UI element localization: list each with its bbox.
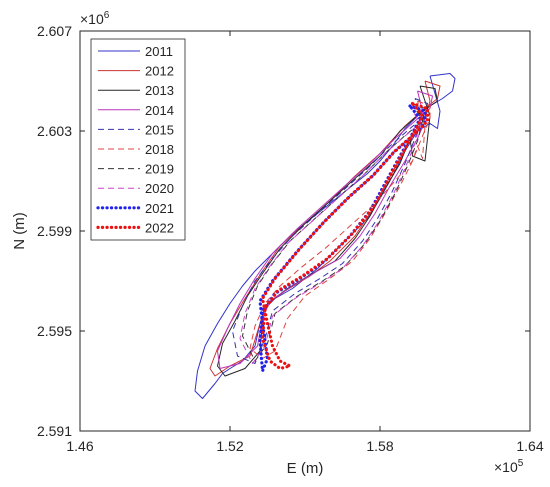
legend-label-2011: 2011 [145, 44, 173, 59]
legend-label-2020: 2020 [145, 181, 174, 196]
x-tick-label: 1.46 [66, 438, 93, 454]
series-line-2022 [260, 101, 430, 371]
series-line-2014 [217, 90, 433, 369]
legend: 2011 2012 2013 2014 2015 2018 2019 2020 2021 2022 [90, 38, 186, 241]
legend-label-2013: 2013 [145, 83, 174, 98]
y-tick-label: 2.595 [37, 323, 72, 339]
legend-label-2015: 2015 [145, 122, 174, 137]
y-tick-label: 2.591 [37, 423, 72, 439]
legend-label-2019: 2019 [145, 162, 174, 177]
legend-label-2022: 2022 [145, 220, 174, 235]
series-line-2020 [239, 105, 423, 364]
legend-label-2021: 2021 [145, 201, 174, 216]
y-tick-label: 2.607 [37, 23, 72, 39]
y-axis-ticks: 2.591 2.595 2.599 2.603 2.607 [37, 23, 530, 439]
legend-label-2012: 2012 [145, 64, 174, 79]
y-tick-label: 2.603 [37, 123, 72, 139]
x-axis-ticks: 1.46 1.52 1.58 1.64 [66, 31, 544, 454]
series-line-2019 [242, 103, 426, 362]
x-tick-label: 1.64 [516, 438, 543, 454]
y-axis-label: N (m) [11, 212, 28, 250]
series-layer [194, 73, 456, 399]
y-axis-multiplier: ×106 [80, 10, 110, 27]
legend-label-2014: 2014 [145, 103, 174, 118]
y-tick-label: 2.599 [37, 223, 72, 239]
x-tick-label: 1.52 [216, 438, 243, 454]
series-line-2015 [232, 98, 428, 364]
legend-label-2018: 2018 [145, 142, 174, 157]
x-axis-multiplier: ×105 [494, 458, 524, 475]
x-axis-label: E (m) [287, 460, 324, 477]
x-tick-label: 1.58 [366, 438, 393, 454]
